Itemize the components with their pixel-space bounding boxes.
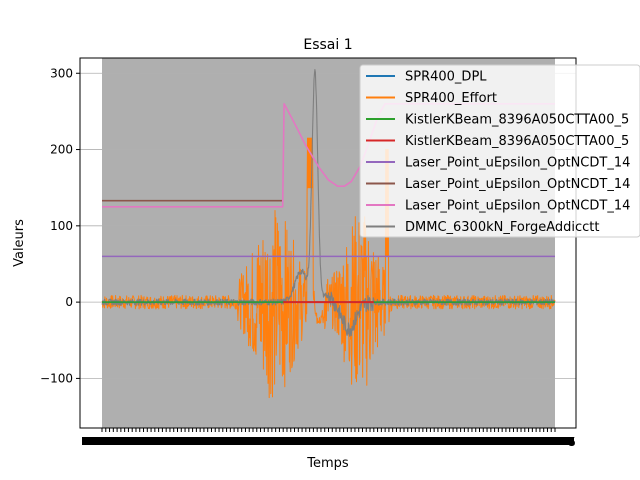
y-tick-label: 100 <box>50 219 73 233</box>
legend-label: SPR400_Effort <box>405 91 497 106</box>
legend-label: Laser_Point_uEpsilon_OptNCDT_14 <box>405 156 630 171</box>
y-tick-label: 0 <box>65 295 73 309</box>
legend-label: Laser_Point_uEpsilon_OptNCDT_14 <box>405 177 630 192</box>
y-tick-label: 200 <box>50 143 73 157</box>
legend-label: KistlerKBeam_8396A050CTTA00_5 <box>405 113 629 128</box>
y-tick-label: −100 <box>40 371 73 385</box>
series-layer <box>101 69 556 399</box>
legend-box <box>359 64 640 238</box>
y-axis: −100 0 100 200 300 <box>40 66 80 385</box>
legend: SPR400_DPL SPR400_Effort KistlerKBeam_8396… <box>359 64 640 238</box>
legend-label: SPR400_DPL <box>405 70 487 85</box>
x-tick-label: 5 <box>568 435 576 449</box>
legend-label: Laser_Point_uEpsilon_OptNCDT_14 <box>405 199 630 214</box>
x-axis: 5 <box>82 428 576 449</box>
x-tick-labels-overlap <box>82 437 574 445</box>
legend-label: KistlerKBeam_8396A050CTTA00_5 <box>405 134 629 149</box>
legend-label: DMMC_6300kN_ForgeAddicctt <box>405 220 599 235</box>
x-axis-label: Temps <box>306 456 349 471</box>
chart-title: Essai 1 <box>303 37 352 53</box>
y-tick-label: 300 <box>50 66 73 80</box>
y-axis-label: Valeurs <box>12 219 27 267</box>
